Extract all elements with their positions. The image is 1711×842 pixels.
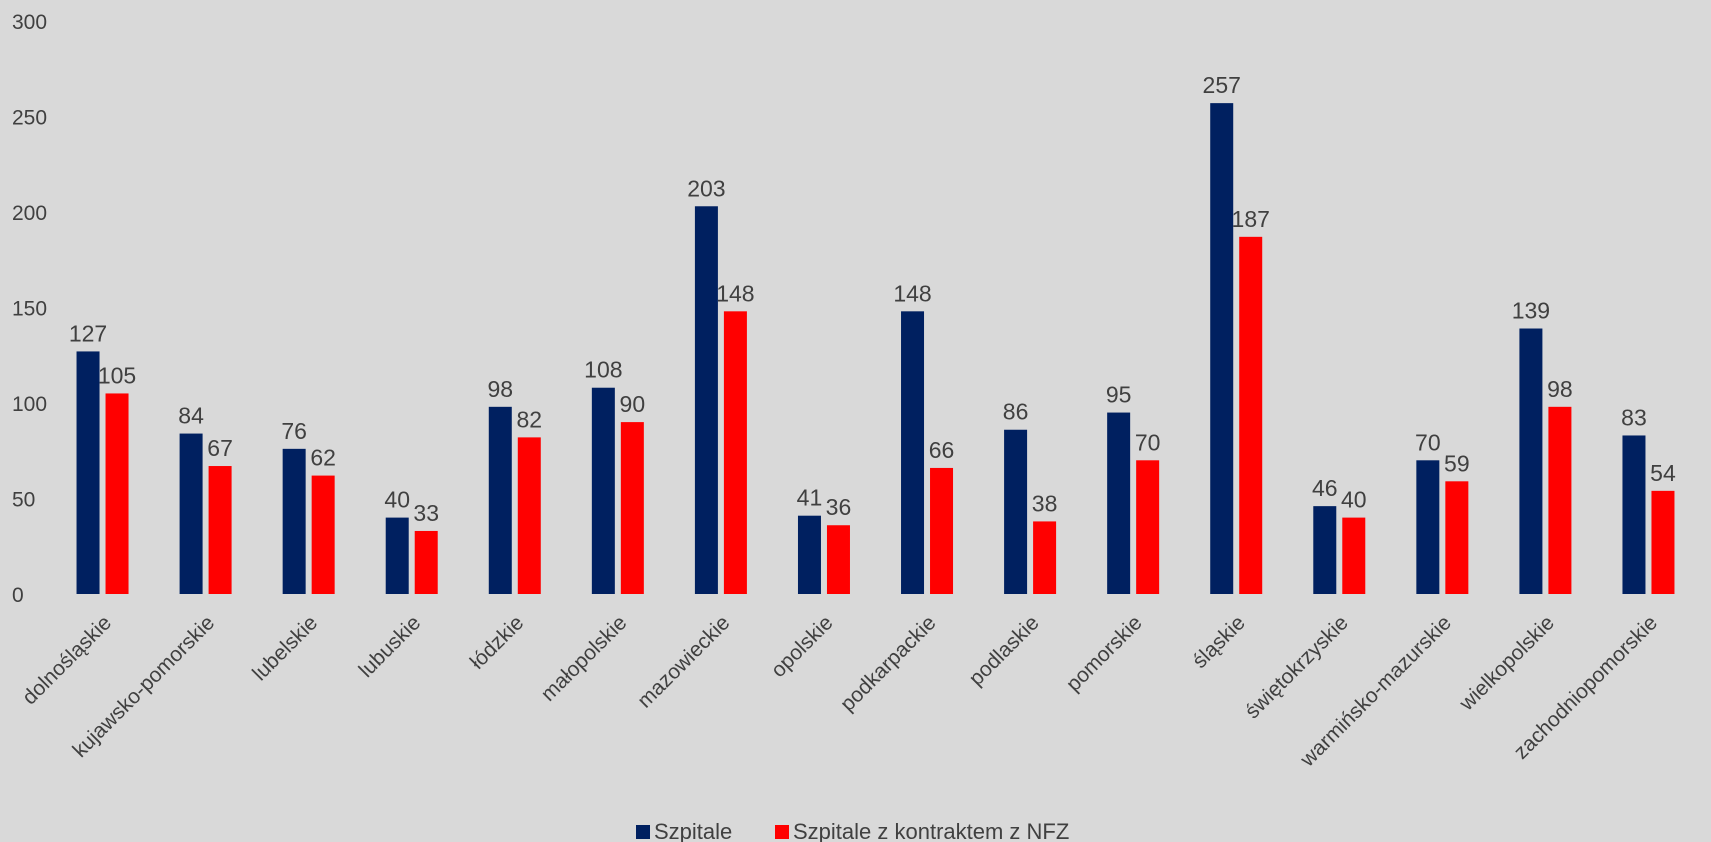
bar-szpitale [385, 517, 409, 594]
bar-szpitale-nfz [208, 466, 232, 594]
x-category-label: mazowieckie [633, 611, 734, 712]
bar-szpitale-nfz [826, 525, 850, 594]
data-label: 70 [1415, 429, 1441, 455]
legend: Szpitale Szpitale z kontraktem z NFZ [636, 819, 1069, 842]
x-category-label: podlaskie [965, 611, 1044, 690]
x-category-label: dolnośląskie [18, 611, 116, 709]
data-label: 41 [797, 485, 823, 511]
x-category-label: lubuskie [354, 611, 425, 682]
bar-szpitale-nfz [1548, 406, 1572, 594]
y-tick-label: 50 [12, 489, 35, 512]
bar-szpitale-nfz [1342, 517, 1366, 594]
y-tick-label: 250 [12, 107, 47, 130]
bar-szpitale-nfz [105, 393, 129, 594]
x-category-label: świętokrzyskie [1241, 611, 1353, 723]
data-label: 86 [1003, 399, 1029, 425]
data-label: 83 [1621, 404, 1647, 430]
bar-szpitale-nfz [1445, 481, 1469, 594]
data-label: 67 [207, 435, 233, 461]
data-label: 40 [1341, 487, 1367, 513]
bar-szpitale [591, 387, 615, 594]
data-label: 40 [384, 487, 410, 513]
legend-swatch-szpitale-nfz [775, 825, 789, 839]
data-label: 187 [1232, 206, 1270, 232]
bar-szpitale [1416, 460, 1440, 594]
bar-szpitale [76, 351, 100, 594]
bar-szpitale [797, 515, 821, 594]
data-label: 108 [584, 357, 622, 383]
data-label: 70 [1135, 429, 1161, 455]
legend-label-szpitale: Szpitale [654, 819, 732, 842]
y-tick-label: 200 [12, 202, 47, 225]
bar-szpitale [282, 448, 306, 594]
data-label: 98 [487, 376, 513, 402]
bar-szpitale-nfz [414, 530, 438, 594]
x-category-label: łódzkie [466, 611, 528, 673]
data-label: 59 [1444, 450, 1470, 476]
data-label: 257 [1203, 72, 1241, 98]
data-label: 46 [1312, 475, 1338, 501]
x-category-label: śląskie [1188, 611, 1250, 673]
data-label: 90 [620, 391, 646, 417]
bar-szpitale [1210, 103, 1234, 594]
data-label: 84 [178, 403, 204, 429]
y-tick-label: 100 [12, 393, 47, 416]
bars [76, 103, 1675, 594]
bar-szpitale [1107, 412, 1131, 594]
bar-szpitale-nfz [930, 467, 954, 594]
data-label: 62 [310, 445, 336, 471]
bar-szpitale-nfz [1239, 236, 1263, 594]
y-axis: 0 50 100 150 200 250 300 [12, 11, 47, 607]
data-label: 36 [826, 494, 852, 520]
bar-szpitale [901, 311, 925, 594]
bar-szpitale-nfz [1136, 460, 1160, 594]
x-category-label: małopolskie [537, 611, 632, 706]
bar-szpitale-nfz [517, 437, 541, 594]
data-label: 139 [1512, 298, 1550, 324]
legend-swatch-szpitale [636, 825, 650, 839]
x-category-label: wielkopolskie [1454, 611, 1558, 715]
x-category-label: podkarpackie [836, 611, 941, 716]
y-tick-label: 300 [12, 11, 47, 34]
data-label: 38 [1032, 490, 1058, 516]
data-label: 95 [1106, 382, 1132, 408]
bar-szpitale-nfz [1033, 521, 1057, 594]
data-label: 148 [716, 280, 754, 306]
bar-szpitale [179, 433, 203, 594]
data-label: 82 [516, 406, 542, 432]
bar-szpitale [1519, 328, 1543, 594]
bar-szpitale-nfz [620, 422, 644, 594]
data-label: 105 [98, 362, 136, 388]
x-category-label: opolskie [767, 611, 838, 682]
bar-szpitale [488, 406, 512, 594]
data-label: 127 [69, 320, 107, 346]
data-label: 33 [413, 500, 439, 526]
x-category-label: lubelskie [248, 611, 322, 685]
data-label: 98 [1547, 376, 1573, 402]
y-tick-label: 150 [12, 298, 47, 321]
x-category-label: pomorskie [1062, 611, 1147, 696]
bar-szpitale [1313, 506, 1337, 594]
bar-szpitale-nfz [1651, 490, 1675, 594]
bar-szpitale [694, 206, 718, 594]
bar-szpitale [1004, 429, 1028, 594]
bar-szpitale-nfz [311, 475, 335, 594]
data-label: 76 [281, 418, 307, 444]
bar-szpitale [1622, 435, 1646, 594]
data-label: 148 [893, 280, 931, 306]
data-label: 203 [687, 175, 725, 201]
data-label: 66 [929, 437, 955, 463]
y-tick-label: 0 [12, 584, 24, 607]
bar-szpitale-nfz [723, 311, 747, 594]
legend-label-szpitale-nfz: Szpitale z kontraktem z NFZ [793, 819, 1069, 842]
data-label: 54 [1650, 460, 1676, 486]
